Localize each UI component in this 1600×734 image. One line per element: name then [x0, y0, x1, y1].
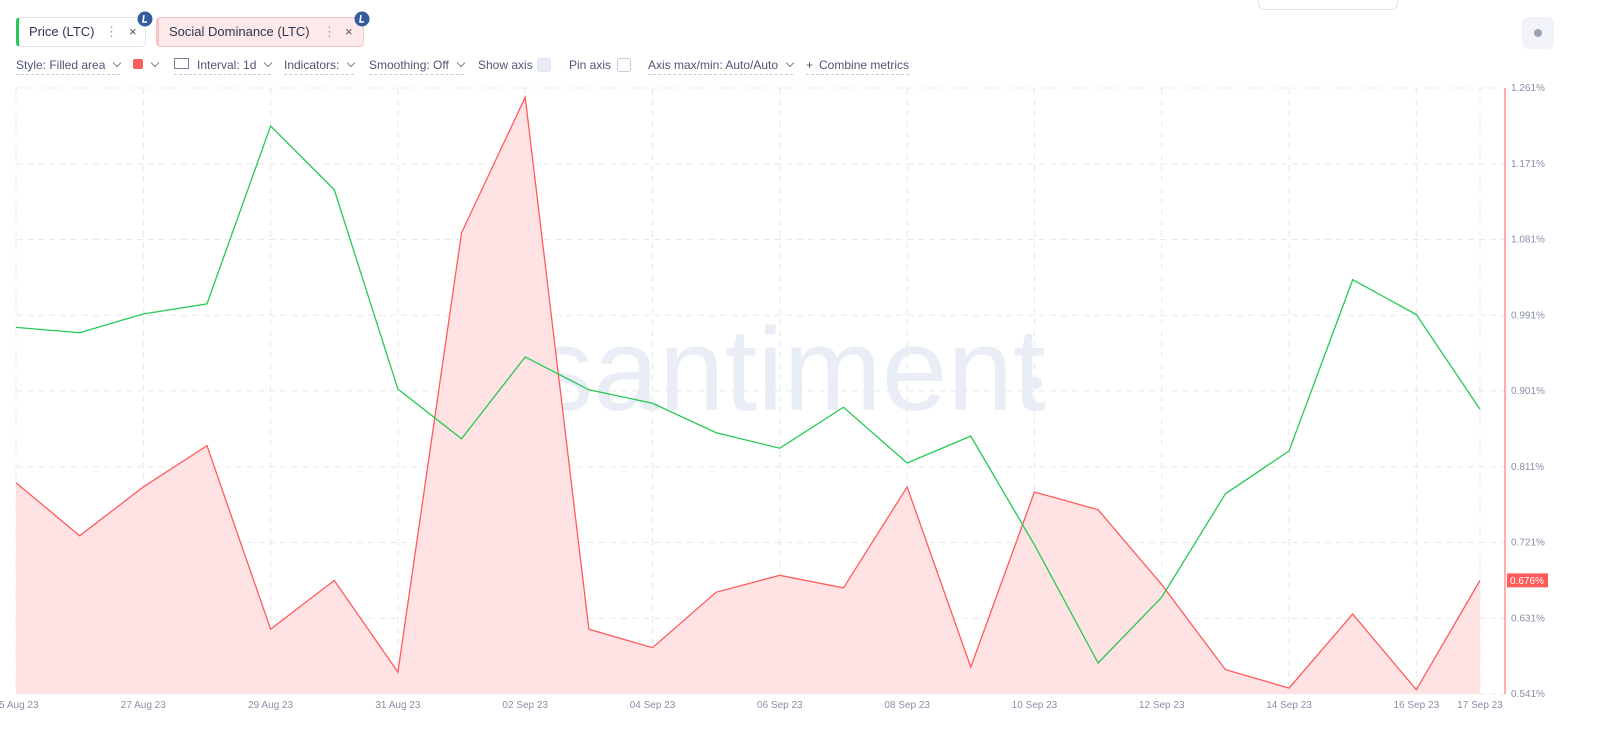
x-tick-label: 25 Aug 23: [0, 700, 39, 711]
y-tick-label: 0.721%: [1511, 538, 1545, 549]
y-tick-label: 1.171%: [1511, 159, 1545, 170]
option-label: Indicators:: [284, 58, 340, 72]
x-tick-label: 31 Aug 23: [375, 700, 420, 711]
x-tick-label: 27 Aug 23: [121, 700, 166, 711]
option-label: Interval: 1d: [197, 58, 257, 72]
menu-icon[interactable]: ⋮: [105, 24, 118, 39]
option-label: Show axis: [478, 58, 533, 72]
x-tick-label: 06 Sep 23: [757, 700, 803, 711]
metric-chip[interactable]: Social Dominance (LTC) ⋮ ×: [156, 17, 364, 47]
y-tick-label: 0.811%: [1511, 462, 1544, 473]
y-tick-label: 0.991%: [1511, 310, 1545, 321]
y-tick-label: 0.631%: [1511, 613, 1545, 624]
watermark: santiment: [534, 304, 1046, 436]
combine-metrics[interactable]: + Combine metrics: [806, 58, 910, 75]
x-tick-label: 08 Sep 23: [884, 700, 930, 711]
x-tick-label: 29 Aug 23: [248, 700, 293, 711]
option-label: Style: Filled area: [16, 58, 106, 72]
value-label-bg: [1507, 573, 1548, 588]
y-tick-label: 1.081%: [1511, 235, 1545, 246]
style-select[interactable]: Style: Filled area: [16, 58, 122, 75]
option-label: Smoothing: Off: [369, 58, 449, 72]
x-tick-label: 02 Sep 23: [502, 700, 548, 711]
close-icon[interactable]: ×: [345, 24, 353, 39]
axis-select[interactable]: Axis max/min: Auto/Auto: [648, 58, 795, 75]
menu-icon[interactable]: ⋮: [323, 24, 336, 39]
metric-label: Price (LTC): [29, 24, 95, 39]
close-icon[interactable]: ×: [129, 24, 137, 39]
interval-select[interactable]: Interval: 1d: [174, 58, 273, 75]
value-label: 0.676%: [1510, 576, 1544, 587]
x-tick-label: 10 Sep 23: [1012, 700, 1058, 711]
x-tick-label: 17 Sep 23: [1457, 700, 1503, 711]
x-tick-label: 14 Sep 23: [1266, 700, 1312, 711]
watermark-dot: [1030, 377, 1042, 389]
indicators-select[interactable]: Indicators:: [284, 58, 356, 75]
option-label: Axis max/min: Auto/Auto: [648, 58, 779, 72]
metric-label: Social Dominance (LTC): [169, 24, 310, 39]
show-axis[interactable]: Show axis: [478, 58, 533, 74]
y-tick-label: 1.261%: [1511, 83, 1545, 94]
coin-badge: [354, 11, 370, 27]
metric-chip[interactable]: Price (LTC) ⋮ ×: [16, 17, 146, 47]
y-tick-label: 0.901%: [1511, 386, 1545, 397]
option-label: Pin axis: [569, 58, 612, 72]
coin-badge: [137, 11, 153, 27]
x-tick-label: 12 Sep 23: [1139, 700, 1185, 711]
option-label: Combine metrics: [819, 58, 910, 72]
x-tick-label: 04 Sep 23: [630, 700, 676, 711]
x-tick-label: 16 Sep 23: [1394, 700, 1440, 711]
area-fill: [16, 97, 1480, 695]
y-tick-label: 0.541%: [1511, 689, 1545, 700]
checkbox[interactable]: [537, 58, 551, 72]
series-line: [15, 124, 1481, 665]
settings-button[interactable]: [1522, 17, 1554, 49]
pin-axis[interactable]: Pin axis: [569, 58, 611, 74]
series-line: [15, 94, 1481, 691]
checkbox[interactable]: [617, 58, 631, 72]
smoothing-select[interactable]: Smoothing: Off: [369, 58, 466, 75]
color-select[interactable]: [133, 58, 160, 74]
top-control[interactable]: [1258, 0, 1398, 10]
